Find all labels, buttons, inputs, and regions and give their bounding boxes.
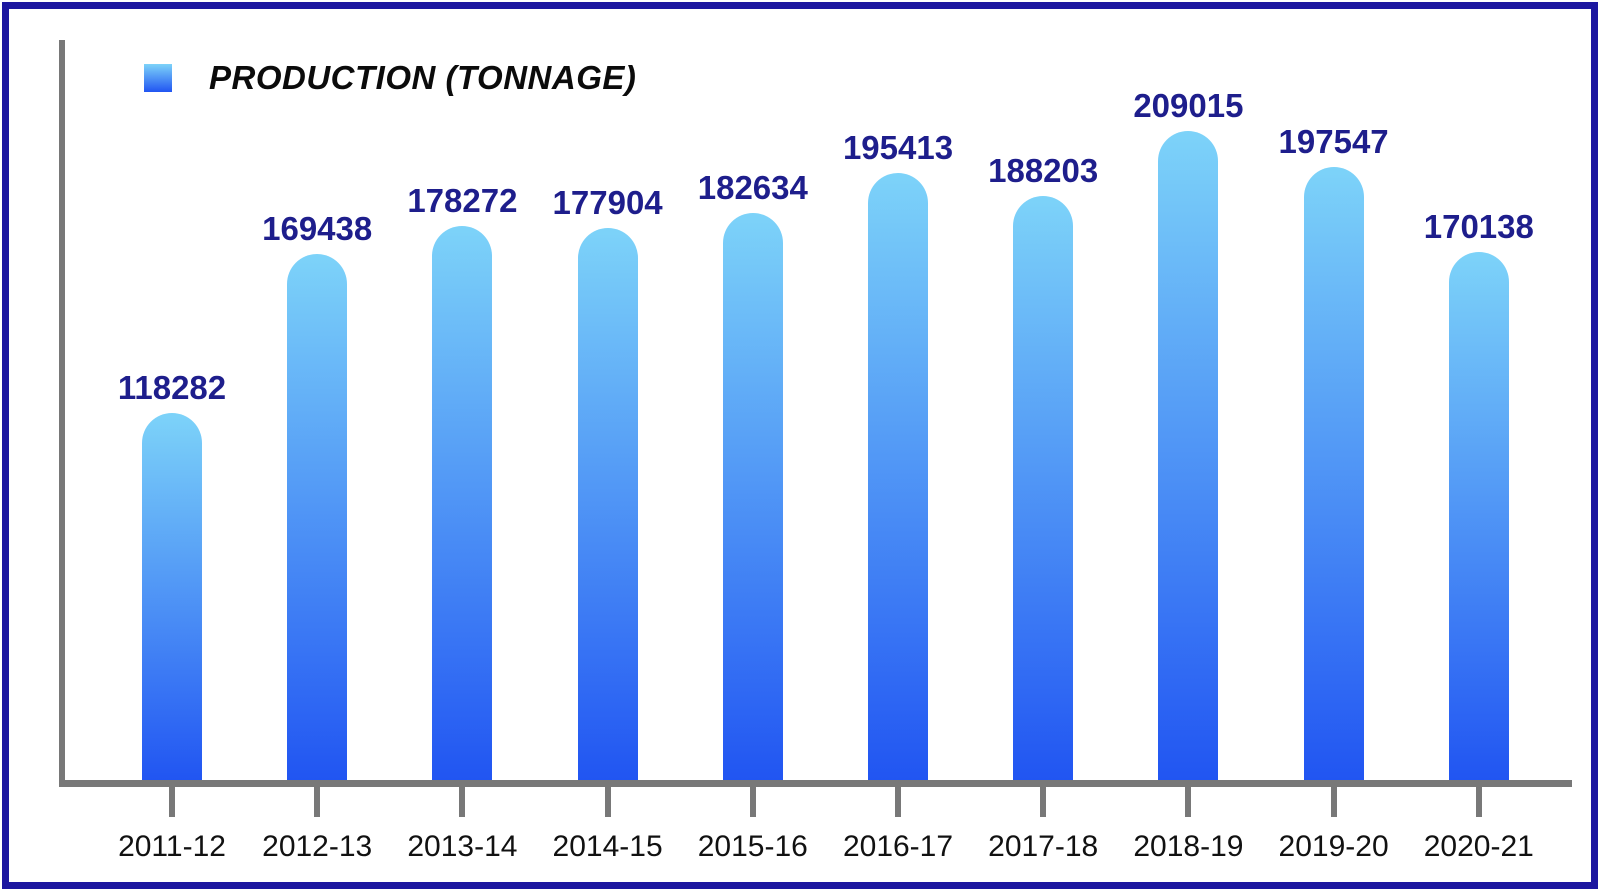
x-axis-label: 2011-12: [118, 830, 226, 863]
x-axis-label: 2015-16: [697, 830, 808, 863]
bar: [1303, 167, 1364, 780]
bar-value-label: 195413: [842, 129, 954, 166]
bar: [868, 173, 928, 780]
axis-tick: [169, 787, 175, 817]
bar: [142, 413, 202, 780]
x-axis-label: 2017-18: [988, 830, 1099, 863]
axis-tick: [604, 787, 611, 817]
bar-value-label: 177904: [552, 184, 663, 221]
bar-value-label: 178272: [407, 182, 518, 219]
axis-tick: [1185, 787, 1192, 817]
bar: [577, 228, 638, 780]
bar: [432, 226, 493, 780]
x-axis-line: [59, 780, 1572, 787]
bar: [722, 213, 783, 780]
axis-tick: [1330, 787, 1337, 817]
bar: [1158, 131, 1219, 780]
bar-value-label: 182634: [697, 169, 808, 206]
axis-tick: [749, 787, 756, 817]
bar-value-label: 188203: [988, 152, 1099, 189]
x-axis-label: 2012-13: [262, 830, 373, 863]
axis-tick: [459, 787, 466, 817]
axis-tick: [895, 787, 901, 817]
axis-tick: [1040, 787, 1047, 817]
legend-label: PRODUCTION (TONNAGE): [209, 59, 637, 96]
x-axis-label: 2019-20: [1278, 830, 1389, 863]
x-axis-label: 2020-21: [1423, 830, 1534, 863]
bar-value-label: 118282: [117, 369, 227, 406]
bar-value-label: 169438: [262, 210, 373, 247]
bar: [1448, 252, 1509, 780]
x-axis-label: 2016-17: [842, 830, 954, 863]
bar-value-label: 197547: [1278, 123, 1389, 160]
axis-tick: [314, 787, 321, 817]
bar-value-label: 170138: [1423, 208, 1534, 245]
legend-swatch-icon: [144, 64, 172, 92]
bar: [1013, 196, 1074, 780]
x-axis-label: 2013-14: [407, 830, 518, 863]
axis-tick: [1475, 787, 1482, 817]
y-axis-line: [59, 40, 65, 787]
x-axis-label: 2018-19: [1133, 830, 1244, 863]
legend: PRODUCTION (TONNAGE): [144, 59, 636, 97]
chart-area: PRODUCTION (TONNAGE) 118282 169438 178272 1…: [9, 9, 1591, 882]
x-axis-label: 2014-15: [552, 830, 663, 863]
bar: [287, 254, 348, 780]
bar-value-label: 209015: [1133, 87, 1244, 124]
plot-area: 118282 169438 178272 177904 182634 195413 1882…: [9, 9, 1600, 780]
